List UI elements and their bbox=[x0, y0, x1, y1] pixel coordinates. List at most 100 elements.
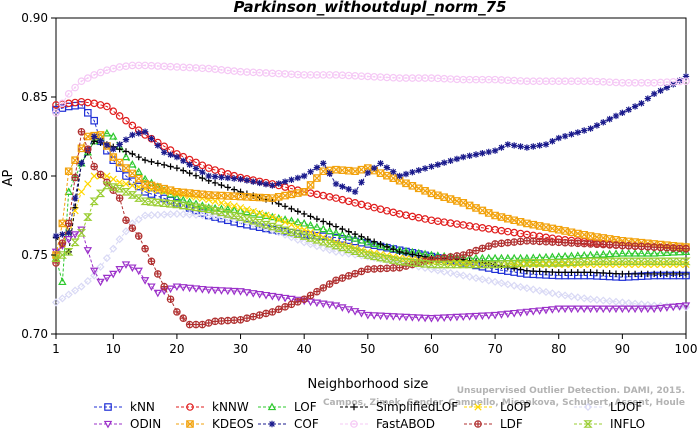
legend: kNN kNNW LOF SimplifiedLOF LoOP LDOF ODIN KDEOS… bbox=[94, 400, 645, 431]
data-point bbox=[331, 247, 341, 256]
data-point bbox=[78, 160, 85, 167]
data-point bbox=[211, 179, 219, 187]
data-point-center bbox=[207, 67, 210, 70]
data-point-center bbox=[513, 79, 516, 82]
data-point-center bbox=[506, 79, 509, 82]
data-point bbox=[337, 243, 348, 252]
data-point bbox=[186, 161, 193, 168]
data-point bbox=[681, 302, 691, 310]
data-point bbox=[390, 246, 397, 253]
data-point bbox=[306, 240, 315, 249]
data-point bbox=[77, 77, 86, 86]
data-point bbox=[357, 236, 366, 244]
data-point bbox=[135, 130, 142, 137]
data-point bbox=[103, 172, 111, 180]
data-point bbox=[121, 261, 131, 269]
data-point-center bbox=[271, 72, 274, 75]
data-point bbox=[211, 173, 219, 180]
data-point bbox=[64, 236, 73, 244]
data-point bbox=[350, 420, 358, 428]
data-point bbox=[299, 232, 309, 240]
data-point bbox=[250, 313, 257, 320]
data-point bbox=[586, 305, 595, 314]
data-point bbox=[670, 244, 677, 252]
data-point bbox=[555, 134, 562, 142]
series-layer bbox=[51, 61, 691, 329]
data-point bbox=[528, 259, 538, 267]
data-point bbox=[447, 253, 454, 261]
data-point bbox=[147, 283, 156, 292]
data-point bbox=[560, 258, 570, 267]
data-point bbox=[491, 147, 499, 154]
data-point bbox=[612, 242, 620, 249]
data-point bbox=[428, 163, 435, 170]
data-point bbox=[490, 311, 500, 320]
data-point bbox=[617, 257, 628, 266]
data-point bbox=[338, 230, 347, 238]
data-point bbox=[140, 174, 150, 183]
data-point bbox=[657, 87, 664, 94]
data-point bbox=[580, 240, 588, 247]
data-point bbox=[307, 292, 314, 299]
data-point bbox=[339, 225, 346, 233]
data-point bbox=[84, 145, 92, 153]
data-point bbox=[568, 239, 575, 247]
data-point bbox=[286, 228, 297, 237]
data-point bbox=[530, 237, 537, 245]
data-point-center bbox=[430, 77, 433, 80]
data-point bbox=[600, 241, 607, 248]
data-point bbox=[255, 291, 264, 299]
data-point bbox=[77, 282, 86, 291]
series-line bbox=[55, 76, 687, 237]
series-kdeos bbox=[52, 131, 690, 259]
y-tick-label: 0.75 bbox=[21, 248, 48, 262]
data-point bbox=[326, 170, 333, 177]
data-point bbox=[369, 239, 379, 248]
data-point bbox=[331, 228, 341, 237]
data-point bbox=[89, 267, 99, 276]
data-point bbox=[229, 211, 239, 220]
data-point bbox=[262, 181, 270, 188]
data-point bbox=[305, 234, 316, 242]
data-point bbox=[165, 200, 176, 208]
data-point bbox=[636, 257, 647, 266]
data-point bbox=[166, 285, 175, 294]
legend-label: ODIN bbox=[130, 417, 161, 431]
data-point bbox=[382, 254, 392, 263]
data-point-center bbox=[659, 81, 662, 84]
data-point bbox=[472, 247, 480, 254]
data-point bbox=[491, 240, 499, 248]
data-point bbox=[363, 237, 373, 246]
data-point bbox=[516, 253, 525, 262]
data-point bbox=[204, 205, 214, 213]
data-point-center bbox=[315, 73, 318, 76]
data-point bbox=[332, 277, 340, 284]
data-point-center bbox=[538, 80, 541, 83]
data-point-center bbox=[175, 65, 178, 68]
data-point bbox=[509, 309, 519, 318]
data-point bbox=[345, 228, 352, 235]
data-point bbox=[65, 229, 72, 237]
data-point bbox=[236, 203, 245, 212]
data-point bbox=[363, 252, 372, 261]
x-tick-label: 10 bbox=[106, 342, 121, 356]
data-point bbox=[211, 197, 219, 205]
data-point bbox=[243, 315, 251, 322]
data-point bbox=[344, 232, 353, 240]
data-point bbox=[223, 287, 233, 296]
data-point bbox=[51, 298, 61, 307]
data-point bbox=[440, 159, 448, 166]
data-point bbox=[490, 260, 500, 269]
data-point bbox=[478, 275, 487, 284]
data-point bbox=[496, 260, 507, 268]
data-point-center bbox=[86, 77, 89, 80]
data-point bbox=[237, 316, 244, 323]
data-point bbox=[464, 260, 475, 269]
data-point bbox=[409, 169, 416, 176]
data-point bbox=[369, 252, 379, 261]
data-point bbox=[122, 136, 130, 143]
data-point bbox=[116, 194, 123, 202]
data-point bbox=[611, 305, 621, 314]
data-point-center bbox=[284, 72, 287, 75]
data-point bbox=[567, 305, 576, 314]
